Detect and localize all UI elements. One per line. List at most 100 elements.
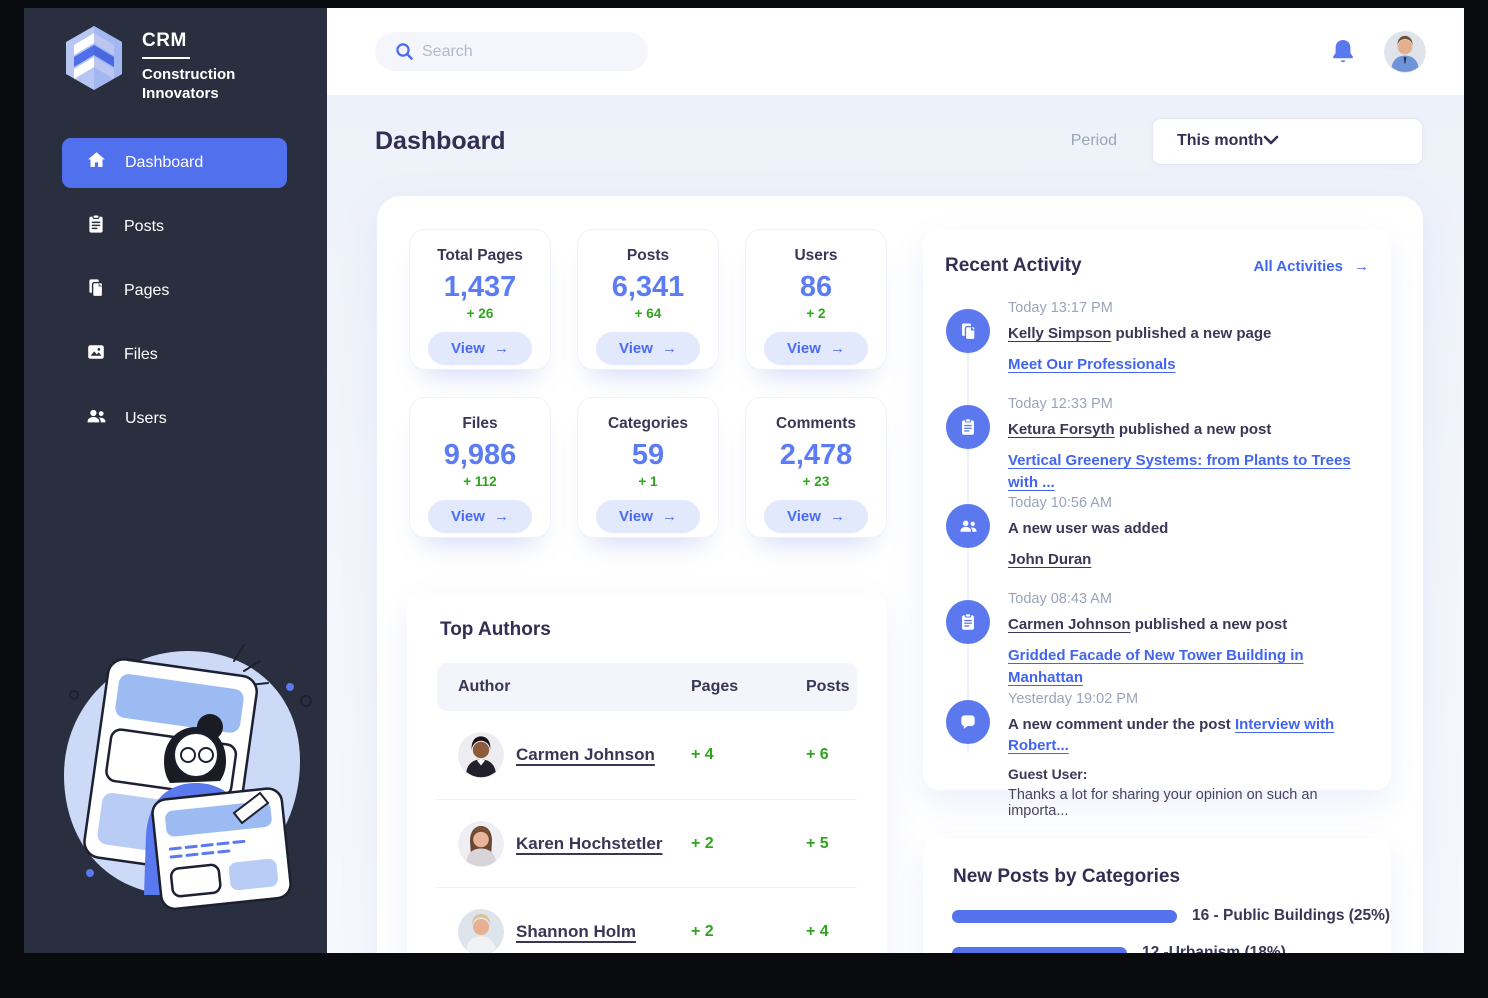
logo-icon xyxy=(64,25,124,96)
activity-time: Today 08:43 AM xyxy=(1008,591,1112,608)
view-button[interactable]: View → xyxy=(428,500,532,533)
activity-target-link[interactable]: Meet Our Professionals xyxy=(1008,355,1176,373)
actor-link[interactable]: Ketura Forsyth xyxy=(1008,421,1115,438)
image-icon xyxy=(86,342,106,367)
activity-entry: Today 10:56 AM A new user was added John… xyxy=(946,493,1369,589)
chevron-down-icon xyxy=(1263,132,1279,150)
author-name-link[interactable]: Karen Hochstetler xyxy=(516,833,663,853)
logo-title: CRM xyxy=(142,30,187,51)
stat-card-posts: Posts 6,341 + 64 View → xyxy=(577,229,719,370)
stat-label: Categories xyxy=(607,415,689,432)
sidebar-item-pages[interactable]: Pages xyxy=(62,266,287,316)
actor-link[interactable]: Carmen Johnson xyxy=(1008,616,1131,634)
stat-value: 2,478 xyxy=(779,439,853,471)
activity-text: A new user was added xyxy=(1008,520,1169,538)
recent-activity-header: Recent Activity All Activities → xyxy=(945,255,1369,277)
table-header-row: Author Pages Posts xyxy=(437,663,857,711)
author-avatar xyxy=(458,908,504,953)
activity-target-link[interactable]: Vertical Greenery Systems: from Plants t… xyxy=(1008,451,1351,491)
view-button[interactable]: View → xyxy=(596,500,700,533)
sidebar-item-posts[interactable]: Posts xyxy=(62,202,287,252)
author-pages-delta: + 2 xyxy=(691,834,714,852)
activity-time: Today 13:17 PM xyxy=(1008,300,1113,316)
view-button[interactable]: View → xyxy=(764,332,868,365)
sidebar-item-dashboard[interactable]: Dashboard xyxy=(62,137,287,188)
sidebar-item-label: Files xyxy=(124,345,158,363)
stat-card-comments: Comments 2,478 + 23 View → xyxy=(745,397,887,538)
activity-target-link[interactable]: Gridded Facade of New Tower Building in … xyxy=(1008,647,1304,686)
stat-card-users: Users 86 + 2 View → xyxy=(745,229,887,370)
activity-action-text: published a new page xyxy=(1111,325,1272,342)
stat-delta: + 1 xyxy=(638,474,658,489)
table-row: Karen Hochstetler + 2 + 5 xyxy=(437,799,857,887)
sidebar-item-users[interactable]: Users xyxy=(62,394,287,444)
view-button[interactable]: View → xyxy=(596,332,700,365)
activity-text: A new comment under the post xyxy=(1008,715,1235,733)
user-avatar[interactable] xyxy=(1384,30,1426,73)
top-authors-panel: Top Authors Author Pages Posts Carmen Jo… xyxy=(407,593,887,953)
search xyxy=(375,32,648,71)
search-input[interactable] xyxy=(375,32,648,71)
logo-subtitle-line2: Innovators xyxy=(142,84,219,102)
column-header-posts: Posts xyxy=(806,678,850,695)
logo: CRM Construction Innovators xyxy=(24,8,327,104)
stat-delta: + 23 xyxy=(802,474,830,489)
stat-value: 86 xyxy=(799,271,833,303)
page-published-icon xyxy=(946,309,990,353)
stat-value: 1,437 xyxy=(443,271,517,303)
author-avatar xyxy=(458,820,504,867)
author-posts-delta: + 5 xyxy=(806,834,829,852)
period-select[interactable]: This month xyxy=(1152,117,1423,165)
user-added-icon xyxy=(946,504,990,549)
recent-activity-title: Recent Activity xyxy=(945,255,1082,276)
activity-action-text: published a new post xyxy=(1130,616,1288,634)
period-label: Period xyxy=(1070,132,1117,149)
sidebar: CRM Construction Innovators Dashboard Po… xyxy=(24,8,327,953)
arrow-right-icon: → xyxy=(493,508,509,525)
activity-time: Yesterday 19:02 PM xyxy=(1008,690,1139,707)
stat-label: Users xyxy=(794,247,838,264)
topbar-actions xyxy=(1330,30,1426,73)
sidebar-item-label: Pages xyxy=(124,281,170,299)
author-posts-delta: + 6 xyxy=(806,746,829,763)
page-title: Dashboard xyxy=(375,126,506,155)
sidebar-nav: Dashboard Posts Pages Files xyxy=(24,137,327,444)
category-bar xyxy=(952,946,1127,953)
logo-rule xyxy=(142,57,190,59)
notifications-bell-icon[interactable] xyxy=(1330,38,1356,66)
logo-text: CRM Construction Innovators xyxy=(142,25,235,104)
actor-link[interactable]: Kelly Simpson xyxy=(1008,325,1112,342)
activity-entry: Today 08:43 AM Carmen Johnson published … xyxy=(946,589,1369,688)
comment-icon xyxy=(946,699,990,744)
view-button[interactable]: View → xyxy=(764,500,868,533)
column-header-author: Author xyxy=(458,678,511,695)
arrow-right-icon: → xyxy=(661,508,677,525)
view-button[interactable]: View → xyxy=(428,332,532,365)
author-avatar xyxy=(458,732,504,778)
stat-card-files: Files 9,986 + 112 View → xyxy=(409,397,551,538)
column-header-pages: Pages xyxy=(691,678,739,695)
sidebar-item-files[interactable]: Files xyxy=(62,330,287,380)
stat-card-total-pages: Total Pages 1,437 + 26 View → xyxy=(409,229,551,370)
table-row: Carmen Johnson + 4 + 6 xyxy=(437,711,857,799)
home-icon xyxy=(86,150,107,175)
author-name-link[interactable]: Carmen Johnson xyxy=(516,745,655,764)
category-bar-row: 12 -Urbanism (18%) xyxy=(952,944,1391,953)
author-name-link[interactable]: Shannon Holm xyxy=(516,921,636,941)
topbar xyxy=(327,8,1464,95)
clipboard-icon xyxy=(86,214,106,239)
stat-value: 59 xyxy=(631,439,665,471)
arrow-right-icon: → xyxy=(829,508,845,525)
users-icon xyxy=(86,406,107,431)
arrow-right-icon: → xyxy=(661,340,677,357)
category-label: 12 -Urbanism (18%) xyxy=(1142,944,1286,953)
stats-grid: Total Pages 1,437 + 26 View → Posts 6,341… xyxy=(409,229,887,538)
activity-target-link[interactable]: Interview with Robert... xyxy=(1008,715,1335,755)
stat-delta: + 64 xyxy=(634,306,662,321)
activity-time: Today 12:33 PM xyxy=(1008,396,1113,412)
sidebar-item-label: Users xyxy=(125,409,167,427)
new-user-link[interactable]: John Duran xyxy=(1008,551,1092,568)
all-activities-link[interactable]: All Activities → xyxy=(1253,257,1369,275)
top-authors-table: Author Pages Posts Carmen Johnson + 4 + … xyxy=(437,663,857,953)
stat-label: Files xyxy=(462,415,498,432)
